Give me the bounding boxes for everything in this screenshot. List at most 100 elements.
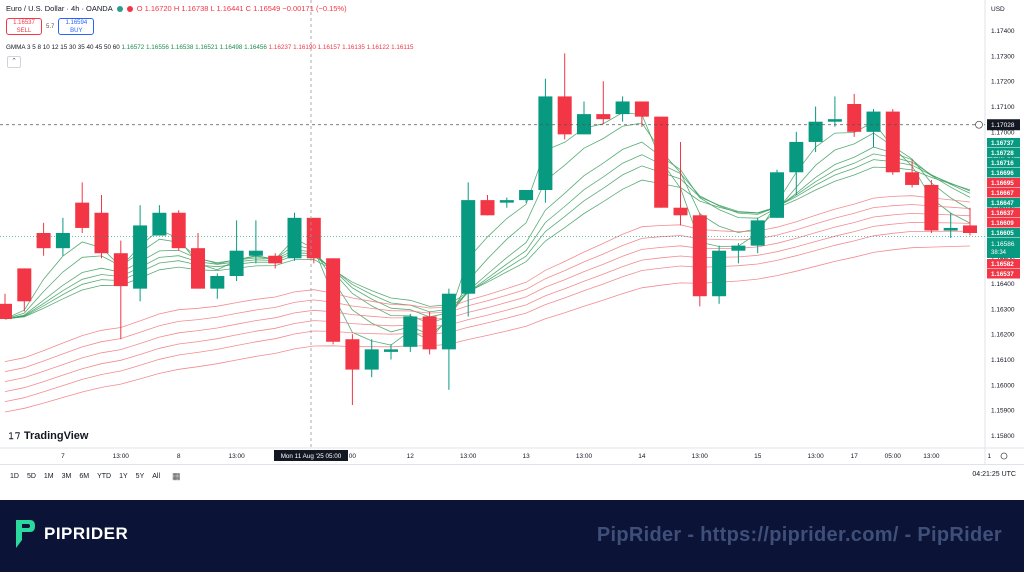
ma-price-tag [987, 178, 1020, 188]
candle-body [866, 111, 881, 132]
last-price-value: 1.16586 [991, 241, 1015, 248]
time-tick-label: 17 [851, 453, 859, 460]
price-tick-label: 1.17300 [991, 53, 1015, 60]
candle-body [55, 233, 70, 249]
timeframe-ytd[interactable]: YTD [97, 472, 112, 480]
candle [326, 258, 341, 345]
candle-body [171, 212, 186, 249]
bottom-toolbar: 1D 5D 1M 3M 6M YTD 1Y 5Y All ▦ 04:21:25 UTC [0, 464, 1024, 487]
chevron-up-icon: ⌃ [11, 58, 17, 65]
time-tick-label: 13:00 [923, 453, 940, 460]
time-tick-label: 00 [349, 453, 357, 460]
ma-price-tag-label: 1.16667 [991, 190, 1014, 197]
timeframe-6m[interactable]: 6M [79, 472, 90, 480]
currency-label[interactable]: USD [991, 6, 1005, 13]
gmma-long-line [4, 230, 971, 402]
candle [770, 169, 784, 218]
timeframe-all[interactable]: All [152, 472, 161, 480]
candle [113, 240, 128, 340]
candle-body [0, 303, 12, 319]
time-axis[interactable]: 7 13:00 8 13:00 00 12 13:00 13 13:00 14 13:00 15 13:… [61, 452, 1008, 460]
timeframe-5d[interactable]: 5D [26, 472, 36, 480]
candle [634, 101, 649, 127]
bar-countdown: 38:34 [991, 250, 1007, 256]
time-tick-label: 13 [522, 453, 530, 460]
candle [538, 78, 553, 203]
candle [557, 53, 572, 140]
candle-body [17, 268, 32, 302]
market-open-dot [116, 5, 123, 12]
candle-body [133, 225, 148, 289]
symbol-header: Euro / U.S. Dollar · 4h · OANDA O 1.1672… [6, 4, 347, 13]
candle [885, 109, 900, 175]
candle-body [345, 339, 360, 370]
candle [789, 131, 804, 196]
time-tick-label: 13:00 [692, 453, 709, 460]
crosshair-menu-icon [975, 120, 983, 129]
gmma-short-line [4, 153, 971, 320]
candle-body [943, 227, 958, 231]
price-tick-label: 1.16300 [991, 306, 1015, 313]
candle [827, 96, 842, 127]
crosshair-price-badge [987, 119, 1020, 131]
candle [36, 222, 51, 256]
sell-button[interactable]: 1.16537 SELL [6, 18, 42, 35]
symbol-title[interactable]: Euro / U.S. Dollar · 4h · OANDA [6, 4, 113, 13]
candle-body [538, 96, 553, 190]
ma-price-tag-label: 1.16637 [991, 210, 1014, 217]
sell-price: 1.16537 [13, 20, 35, 26]
ma-price-tag-label: 1.16605 [991, 230, 1014, 237]
gmma-params: 3 5 8 10 12 15 30 35 40 45 50 60 [27, 44, 120, 51]
candle [171, 210, 186, 251]
gmma-legend[interactable]: GMMA 3 5 8 10 12 15 30 35 40 45 50 60 1.… [6, 44, 413, 51]
trade-panel: 1.16537 SELL 5.7 1.16594 BUY [6, 18, 95, 35]
candle-body [499, 200, 514, 203]
timeframe-1d[interactable]: 1D [10, 472, 19, 480]
price-tick-label: 1.16000 [991, 382, 1015, 389]
gmma-short-values: 1.16572 1.16556 1.16538 1.16521 1.16498 … [121, 44, 267, 51]
timeframe-1m[interactable]: 1M [43, 472, 54, 480]
candle [847, 93, 862, 137]
candle-body [306, 217, 321, 259]
candle-body [210, 276, 225, 289]
candle [191, 233, 205, 289]
gmma-short-line [4, 122, 971, 335]
candle [866, 109, 881, 147]
ma-price-tag-label: 1.16582 [991, 261, 1014, 268]
buy-button[interactable]: 1.16594 BUY [58, 18, 95, 35]
buy-label: BUY [70, 27, 83, 34]
timeframe-3m[interactable]: 3M [61, 472, 72, 480]
candlestick-chart[interactable]: 1.174001.173001.172001.171001.170001.169… [0, 0, 1024, 500]
gmma-long-line [4, 212, 971, 382]
candle [152, 205, 167, 236]
candle-body [827, 119, 842, 122]
timeframe-list: 1D 5D 1M 3M 6M YTD 1Y 5Y All [10, 473, 160, 480]
candle-body [654, 116, 669, 208]
ma-price-tag-label: 1.16647 [991, 200, 1014, 207]
ma-price-tag [987, 269, 1020, 279]
candle-body [770, 172, 784, 218]
timeframe-1y[interactable]: 1Y [119, 472, 128, 480]
chart-area[interactable]: 1.174001.173001.172001.171001.170001.169… [0, 0, 1024, 500]
candle-body [152, 212, 167, 236]
candle [268, 253, 283, 269]
candle [905, 159, 920, 188]
candle-body [712, 250, 727, 297]
ma-price-tag [987, 168, 1020, 178]
timeframe-5y[interactable]: 5Y [135, 472, 145, 480]
candle-body [75, 202, 90, 228]
price-tick-label: 1.16200 [991, 332, 1015, 339]
price-axis[interactable]: 1.174001.173001.172001.171001.170001.169… [987, 28, 1020, 440]
utc-clock[interactable]: 04:21:25 UTC [972, 471, 1016, 478]
gmma-long-line [4, 195, 971, 362]
candle-body [422, 316, 437, 350]
candle-body [229, 250, 244, 276]
ma-price-tag [987, 228, 1020, 238]
price-tick-label: 1.15800 [991, 433, 1015, 440]
calendar-icon[interactable]: ▦ [172, 470, 181, 481]
candle [364, 339, 379, 378]
candle-body [789, 141, 804, 173]
piprider-mark-icon [16, 520, 35, 548]
collapse-legend-button[interactable]: ⌃ [7, 56, 21, 68]
candle-body [364, 349, 379, 370]
